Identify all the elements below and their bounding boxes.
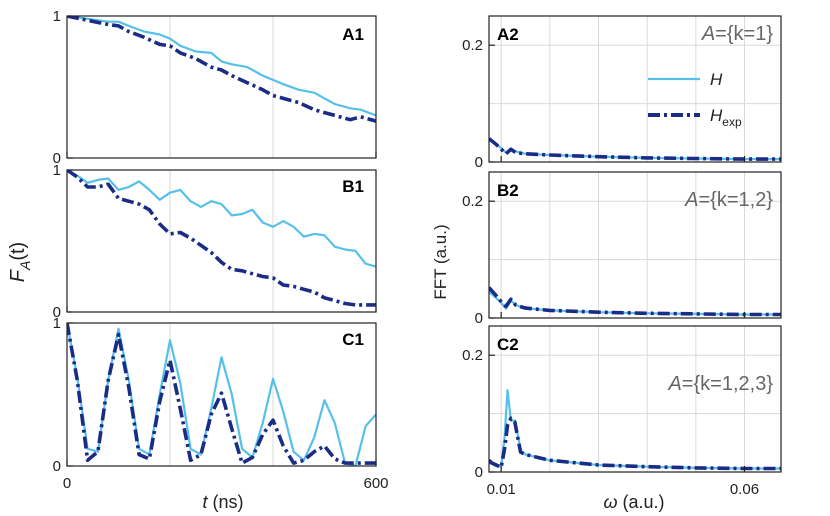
panel-a1: 0 1 A1 — [53, 8, 377, 167]
annotation-set: ={k=1,2,3} — [682, 373, 774, 395]
panel-label: A1 — [342, 25, 364, 44]
legend: H Hexp — [648, 70, 742, 129]
panel-label: C1 — [342, 330, 364, 349]
series-line-h — [67, 16, 376, 117]
series-line-h — [67, 170, 376, 268]
x-tick-label: 0 — [63, 475, 71, 492]
panel-label: C2 — [497, 335, 519, 354]
axes-frame — [66, 169, 377, 313]
annotation-var: A — [684, 189, 698, 211]
annotation-var: A — [701, 23, 715, 45]
axes-frame — [488, 15, 782, 163]
series-line-hexp — [67, 16, 376, 123]
y-tick-label: 1 — [53, 315, 61, 332]
y-tick-label: 0 — [475, 464, 483, 481]
series-line-hexp — [67, 170, 376, 307]
series-line-h — [489, 290, 781, 316]
y-tick-label: 0 — [53, 150, 61, 167]
panel-label: B2 — [497, 181, 519, 200]
set-annotation: A={k=1,2,3} — [667, 373, 773, 395]
series-line-hexp — [489, 416, 781, 471]
panel-b1: 0 1 B1 — [53, 162, 377, 321]
y-tick-label: 0.2 — [462, 37, 483, 54]
y-tick-label: 0 — [53, 304, 61, 321]
y-tick-label: 0.2 — [462, 193, 483, 210]
y-tick-label: 1 — [53, 162, 61, 179]
panel-c1: 0 1 0 600 C1 — [53, 315, 389, 492]
panel-label: B1 — [342, 177, 364, 196]
x-tick-label: 0.01 — [487, 481, 516, 498]
series-line-hexp — [489, 137, 781, 161]
series-line-h — [67, 323, 376, 466]
set-annotation: A={k=1} — [701, 23, 774, 45]
panel-a2: 0 0.2 A2 A={k=1} — [462, 15, 782, 171]
y-tick-label: 0 — [475, 154, 483, 171]
panel-b2: 0 0.2 B2 A={k=1,2} — [462, 171, 782, 327]
annotation-var: A — [667, 373, 681, 395]
y-tick-label: 1 — [53, 8, 61, 25]
panel-c2: 0 0.2 0.01 0.06 C2 A={k=1,2,3} — [462, 325, 782, 498]
axes-frame — [488, 325, 782, 473]
y-tick-label: 0 — [475, 310, 483, 327]
right-x-label: ω (a.u.) — [603, 492, 664, 512]
legend-label-H: H — [710, 70, 723, 89]
right-y-label: FFT (a.u.) — [431, 224, 450, 299]
legend-label-Hexp: Hexp — [710, 106, 742, 129]
series-line-h — [489, 389, 781, 470]
y-tick-label: 0.2 — [462, 347, 483, 364]
left-x-label: t (ns) — [202, 492, 243, 512]
set-annotation: A={k=1,2} — [684, 189, 773, 211]
annotation-set: ={k=1} — [715, 23, 773, 45]
axes-frame — [66, 15, 377, 159]
series-line-hexp — [489, 286, 781, 317]
x-tick-label: 600 — [363, 475, 388, 492]
series-line-hexp — [67, 323, 376, 465]
annotation-set: ={k=1,2} — [698, 189, 773, 211]
panel-label: A2 — [497, 25, 519, 44]
x-tick-label: 0.06 — [730, 481, 759, 498]
y-tick-label: 0 — [53, 458, 61, 475]
left-y-label: FA(t) — [7, 242, 33, 282]
axes-frame — [66, 322, 377, 467]
axes-frame — [488, 171, 782, 319]
